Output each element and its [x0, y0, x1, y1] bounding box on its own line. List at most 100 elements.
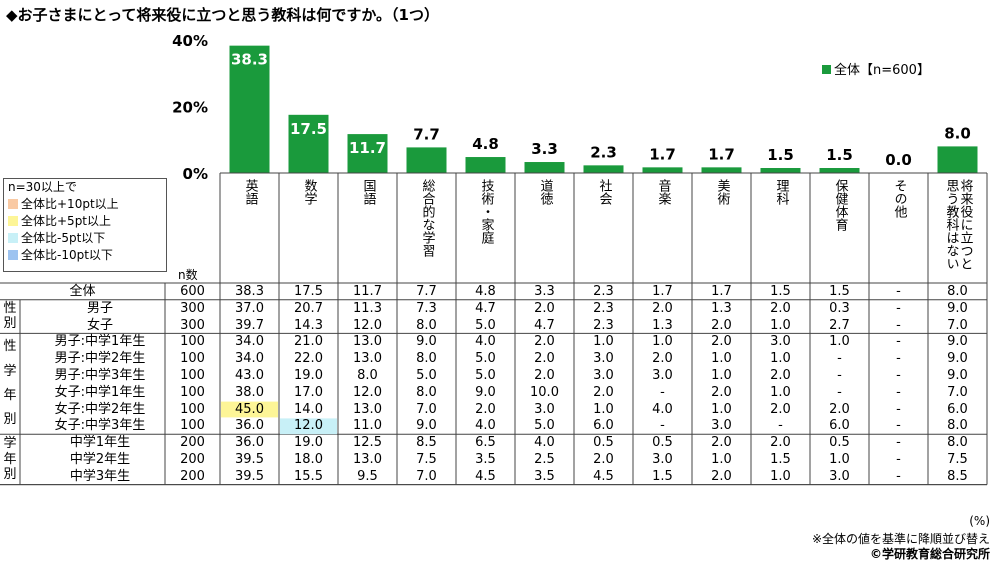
table-cell: -	[896, 284, 901, 299]
table-cell: 14.0	[294, 401, 323, 417]
table-cell: 5.0	[475, 317, 496, 333]
highlight-legend-item: 全体比+5pt以上	[4, 213, 166, 230]
table-cell: 34.0	[235, 351, 264, 367]
row-label: 男子:中学1年生	[54, 334, 146, 350]
table-cell: 1.0	[770, 317, 791, 333]
table-cell: 1.5	[652, 468, 673, 484]
table-cell: 2.0	[770, 300, 791, 316]
sort-note: ※全体の値を基準に降順並び替え	[811, 532, 990, 546]
table-cell: 39.5	[235, 468, 264, 484]
table-cell: 0.5	[593, 435, 614, 451]
row-n: 100	[180, 351, 205, 367]
table-cell: 0.5	[652, 435, 673, 451]
table-cell: 20.7	[294, 300, 323, 316]
table-cell: 8.5	[947, 468, 968, 484]
table-cell: 8.0	[416, 317, 437, 333]
table-cell: 9.0	[475, 384, 496, 400]
table-cell: 9.0	[947, 351, 968, 367]
table-cell: 17.5	[294, 284, 323, 299]
bar	[819, 168, 860, 173]
y-tick-label: 0%	[183, 165, 208, 183]
table-cell: 37.0	[235, 300, 264, 316]
table-cell: 7.0	[947, 384, 968, 400]
table-cell: -	[837, 368, 842, 383]
table-cell: 1.0	[652, 334, 673, 350]
table-cell: 36.0	[235, 435, 264, 451]
highlight-legend-item: 全体比-10pt以下	[4, 247, 166, 264]
table-cell: 4.0	[652, 401, 673, 417]
table-cell: 7.0	[416, 401, 437, 417]
category-label: 音楽	[655, 179, 671, 205]
table-cell: -	[896, 384, 901, 400]
bar	[347, 134, 388, 173]
bar	[642, 167, 683, 173]
table-cell: 1.0	[770, 468, 791, 484]
table-cell: 21.0	[294, 334, 323, 350]
highlight-legend-item: 全体比-5pt以下	[4, 230, 166, 247]
table-cell: 2.0	[711, 334, 732, 350]
table-cell: -	[778, 418, 783, 434]
row-n: 200	[180, 452, 205, 467]
bar-value-label: 11.7	[349, 139, 386, 157]
table-cell: 9.0	[416, 334, 437, 350]
table-cell: 7.7	[416, 284, 437, 299]
bar-value-label: 4.8	[472, 135, 499, 153]
table-cell: 15.5	[294, 468, 323, 484]
table-cell: 3.0	[652, 452, 673, 467]
category-label: 総合的な学習	[419, 179, 435, 257]
table-cell: 39.5	[235, 452, 264, 467]
row-label: 中学1年生	[69, 435, 131, 451]
table-cell: 43.0	[235, 368, 264, 383]
highlight-legend-item: 全体比+10pt以上	[4, 196, 166, 213]
table-cell: 12.0	[294, 418, 323, 434]
table-cell: -	[896, 351, 901, 367]
bar-value-label: 1.5	[826, 146, 853, 164]
highlight-cell	[221, 401, 278, 418]
table-cell: -	[896, 468, 901, 484]
table-cell: 2.7	[829, 317, 850, 333]
table-cell: 18.0	[294, 452, 323, 467]
swatch-minus5	[8, 233, 18, 243]
row-n: 100	[180, 334, 205, 350]
table-cell: 13.0	[353, 401, 382, 417]
highlight-cell	[280, 418, 337, 435]
category-label: その他	[891, 179, 907, 218]
swatch-plus10	[8, 199, 18, 209]
table-cell: 3.0	[652, 368, 673, 383]
table-cell: 7.0	[947, 317, 968, 333]
row-n: 200	[180, 435, 205, 451]
category-label: 美術	[714, 179, 730, 205]
table-cell: 6.0	[593, 418, 614, 434]
table-cell: 3.0	[829, 468, 850, 484]
series-legend-label: 全体【n=600】	[834, 62, 930, 78]
table-cell: 17.0	[294, 384, 323, 400]
category-label: 国語	[360, 179, 376, 205]
table-cell: 4.0	[534, 435, 555, 451]
row-label: 男子	[86, 300, 113, 316]
table-cell: 1.0	[711, 351, 732, 367]
n-header: n数	[178, 268, 198, 282]
table-cell: 39.7	[235, 317, 264, 333]
table-cell: 2.5	[534, 452, 555, 467]
table-cell: 2.0	[652, 351, 673, 367]
copyright: ©学研教育総合研究所	[869, 547, 990, 561]
row-n: 100	[180, 384, 205, 400]
table-cell: -	[837, 384, 842, 400]
category-label: 数学	[301, 179, 317, 205]
table-cell: 12.0	[353, 384, 382, 400]
table-cell: 4.0	[475, 334, 496, 350]
table-cell: 4.0	[475, 418, 496, 434]
table-cell: 14.3	[294, 317, 323, 333]
table-cell: 3.5	[475, 452, 496, 467]
bar	[524, 162, 565, 173]
table-cell: 2.0	[829, 401, 850, 417]
table-cell: 3.0	[534, 401, 555, 417]
table-cell: 7.5	[947, 452, 968, 467]
table-cell: 8.0	[416, 384, 437, 400]
table-cell: 3.0	[593, 351, 614, 367]
bar-value-label: 1.7	[708, 145, 735, 163]
table-cell: 4.5	[593, 468, 614, 484]
bar-value-label: 2.3	[590, 143, 617, 161]
swatch-plus5	[8, 216, 18, 226]
